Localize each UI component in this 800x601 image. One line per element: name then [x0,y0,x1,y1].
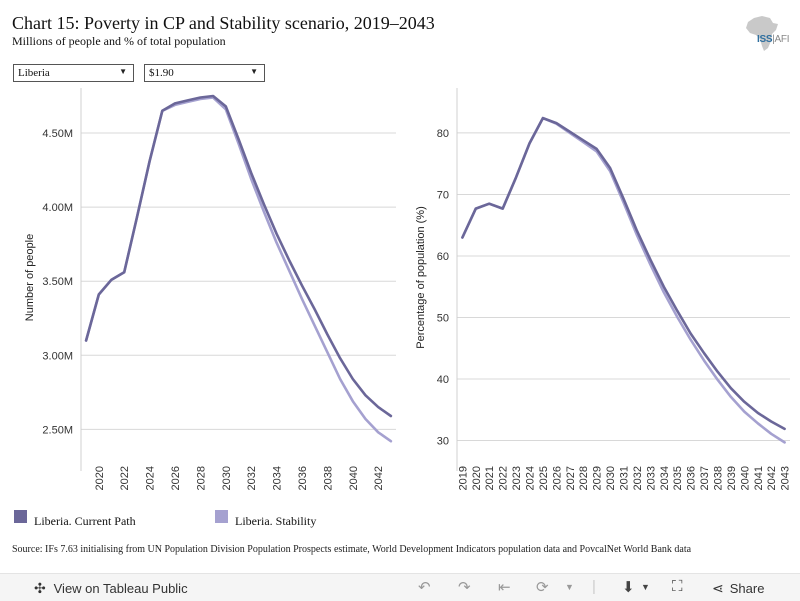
y-tick-label: 50 [437,312,449,324]
x-tick-label: 2038 [712,466,724,490]
y-tick-label: 60 [437,251,449,263]
refresh-chevron-down-icon[interactable]: ▼ [565,582,574,592]
y-tick-label: 80 [437,128,449,140]
x-tick-label: 2033 [645,466,657,490]
x-tick-label: 2034 [272,466,284,490]
series-line-stability[interactable] [84,96,393,443]
x-tick-label: 2042 [373,466,385,490]
x-tick-label: 2029 [592,466,604,490]
country-dropdown[interactable]: Liberia ▼ [13,64,134,82]
chevron-down-icon: ▼ [119,67,127,76]
x-tick-label: 2040 [348,466,360,490]
number-of-people-chart: 2.50M 3.00M 3.50M 4.00M 4.50M 2020 2022 2024 202… [24,88,396,490]
x-tick-label: 2037 [699,466,711,490]
x-tick-label: 2042 [766,466,778,490]
view-on-tableau-public-link[interactable]: ✣ View on Tableau Public [34,580,188,597]
y-axis-title: Number of people [24,234,36,321]
country-dropdown-value: Liberia [18,67,50,79]
x-tick-label: 2026 [170,466,182,490]
x-tick-label: 2023 [511,466,523,490]
refresh-icon[interactable]: ⟳ [536,579,549,596]
x-tick-label: 2020 [94,466,106,490]
share-button[interactable]: ⋖ Share [712,580,764,597]
chart-subtitle: Millions of people and % of total popula… [12,34,226,48]
x-tick-label: 2027 [565,466,577,490]
tableau-toolbar: ✣ View on Tableau Public ↶ ↷ ⇤ ⟳ ▼ | ⬇ ▼… [0,573,800,601]
x-tick-label: 2043 [780,466,792,490]
share-label: Share [729,581,765,596]
toolbar-divider: | [592,578,596,595]
revert-icon[interactable]: ⇤ [498,579,511,596]
undo-icon[interactable]: ↶ [418,579,431,596]
x-tick-label: 2022 [498,466,510,490]
x-tick-label: 2020 [471,466,483,490]
x-tick-label: 2024 [525,466,537,490]
africa-map-logo-icon [746,16,778,51]
chart-title: Chart 15: Poverty in CP and Stability sc… [12,13,435,33]
y-tick-label: 70 [437,189,449,201]
x-tick-label: 2021 [484,466,496,490]
legend-swatch-current-path [14,510,27,523]
x-tick-label: 2031 [619,466,631,490]
y-tick-label: 4.00M [42,202,73,214]
threshold-dropdown-value: $1.90 [149,67,174,79]
x-tick-label: 2028 [195,466,207,490]
series-line-current-path[interactable] [461,116,786,431]
x-tick-label: 2035 [672,466,684,490]
download-icon[interactable]: ⬇ [622,579,635,596]
x-tick-label: 2024 [145,466,157,490]
fullscreen-icon[interactable]: ⛶ [672,578,683,595]
y-tick-label: 30 [437,436,449,448]
x-tick-label: 2036 [686,466,698,490]
view-on-tableau-label: View on Tableau Public [53,581,188,596]
y-axis-title: Percentage of population (%) [415,206,427,348]
y-tick-label: 2.50M [42,424,73,436]
download-chevron-down-icon[interactable]: ▼ [641,582,650,592]
x-tick-label: 2019 [457,466,469,490]
x-tick-label: 2030 [221,466,233,490]
x-tick-label: 2028 [578,466,590,490]
x-tick-label: 2032 [246,466,258,490]
x-tick-label: 2032 [632,466,644,490]
x-tick-label: 2030 [605,466,617,490]
share-icon: ⋖ [712,580,724,596]
x-tick-label: 2038 [322,466,334,490]
x-tick-label: 2039 [726,466,738,490]
redo-icon[interactable]: ↷ [458,579,471,596]
chevron-down-icon: ▼ [250,67,258,76]
y-tick-label: 3.00M [42,350,73,362]
x-tick-label: 2036 [297,466,309,490]
y-tick-label: 4.50M [42,128,73,140]
x-tick-label: 2034 [659,466,671,490]
logo-text: ISS|AFI [757,34,790,45]
percentage-of-population-chart: 30 40 50 60 70 80 2019 2020 2021 2022 2023 2024 2025… [415,88,792,490]
legend-label: Liberia. Current Path [34,514,136,528]
source-note: Source: IFs 7.63 initialising from UN Po… [12,544,692,555]
legend-label: Liberia. Stability [235,514,317,528]
series-line-current-path[interactable] [84,94,393,418]
x-tick-label: 2041 [753,466,765,490]
tableau-logo-icon: ✣ [34,580,46,596]
x-tick-label: 2025 [538,466,550,490]
legend-swatch-stability [215,510,228,523]
x-tick-label: 2022 [119,466,131,490]
y-tick-label: 3.50M [42,276,73,288]
threshold-dropdown[interactable]: $1.90 ▼ [144,64,265,82]
x-tick-label: 2040 [739,466,751,490]
y-tick-label: 40 [437,374,449,386]
x-tick-label: 2026 [551,466,563,490]
